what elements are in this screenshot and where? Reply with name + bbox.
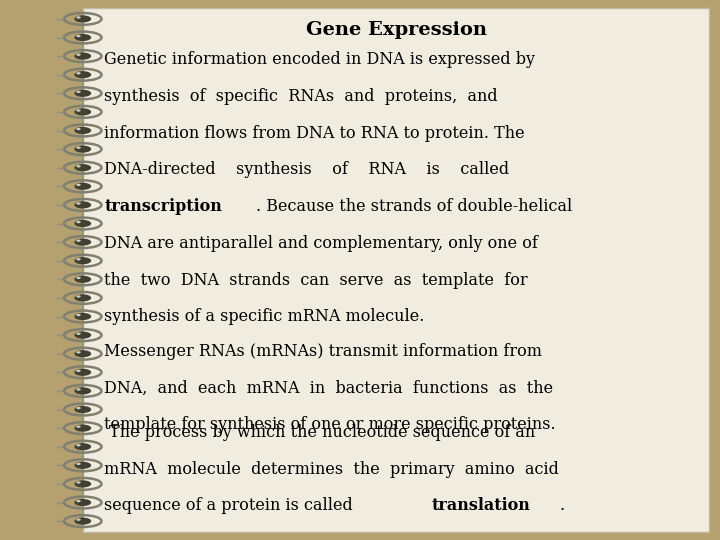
Ellipse shape — [76, 72, 81, 75]
Ellipse shape — [74, 481, 91, 488]
Ellipse shape — [76, 53, 81, 56]
Ellipse shape — [76, 202, 81, 205]
Ellipse shape — [76, 276, 81, 279]
Text: the  two  DNA  strands  can  serve  as  template  for: the two DNA strands can serve as templat… — [104, 272, 528, 288]
Text: transcription: transcription — [104, 198, 222, 215]
Ellipse shape — [76, 388, 81, 390]
Ellipse shape — [74, 462, 91, 469]
Ellipse shape — [76, 128, 81, 130]
Ellipse shape — [74, 52, 91, 59]
Text: template for synthesis of one or more specific proteins.: template for synthesis of one or more sp… — [104, 416, 556, 433]
Ellipse shape — [74, 499, 91, 506]
Ellipse shape — [76, 91, 81, 93]
Ellipse shape — [74, 220, 91, 227]
Ellipse shape — [76, 518, 81, 521]
Ellipse shape — [74, 350, 91, 357]
Ellipse shape — [74, 257, 91, 264]
Text: .: . — [559, 497, 564, 514]
Text: . Because the strands of double-helical: . Because the strands of double-helical — [256, 198, 572, 215]
Ellipse shape — [76, 481, 81, 484]
Ellipse shape — [74, 406, 91, 413]
Ellipse shape — [76, 500, 81, 502]
Text: The process by which the nucleotide sequence of an: The process by which the nucleotide sequ… — [104, 424, 536, 441]
Ellipse shape — [74, 183, 91, 190]
Ellipse shape — [76, 407, 81, 409]
Ellipse shape — [76, 239, 81, 242]
Text: synthesis  of  specific  RNAs  and  proteins,  and: synthesis of specific RNAs and proteins,… — [104, 88, 498, 105]
Ellipse shape — [74, 276, 91, 283]
Text: Gene Expression: Gene Expression — [305, 21, 487, 38]
Ellipse shape — [76, 258, 81, 260]
Ellipse shape — [76, 314, 81, 316]
Ellipse shape — [76, 370, 81, 372]
Ellipse shape — [74, 146, 91, 153]
Text: Genetic information encoded in DNA is expressed by: Genetic information encoded in DNA is ex… — [104, 51, 536, 68]
Ellipse shape — [76, 16, 81, 19]
Ellipse shape — [76, 165, 81, 167]
Ellipse shape — [76, 146, 81, 149]
Ellipse shape — [76, 351, 81, 354]
Text: synthesis of a specific mRNA molecule.: synthesis of a specific mRNA molecule. — [104, 308, 425, 325]
Ellipse shape — [76, 184, 81, 186]
Text: information flows from DNA to RNA to protein. The: information flows from DNA to RNA to pro… — [104, 125, 525, 141]
Ellipse shape — [74, 15, 91, 23]
Ellipse shape — [74, 517, 91, 525]
Ellipse shape — [74, 387, 91, 394]
Ellipse shape — [74, 239, 91, 246]
Ellipse shape — [74, 109, 91, 116]
Ellipse shape — [74, 424, 91, 431]
Ellipse shape — [76, 221, 81, 223]
Ellipse shape — [74, 369, 91, 376]
Ellipse shape — [74, 332, 91, 339]
Ellipse shape — [76, 35, 81, 37]
Text: sequence of a protein is called: sequence of a protein is called — [104, 497, 359, 514]
Ellipse shape — [74, 127, 91, 134]
Ellipse shape — [76, 426, 81, 428]
Ellipse shape — [74, 164, 91, 171]
Ellipse shape — [76, 333, 81, 335]
Text: DNA are antiparallel and complementary, only one of: DNA are antiparallel and complementary, … — [104, 235, 539, 252]
Text: mRNA  molecule  determines  the  primary  amino  acid: mRNA molecule determines the primary ami… — [104, 461, 559, 477]
Ellipse shape — [76, 295, 81, 298]
Text: DNA-directed    synthesis    of    RNA    is    called: DNA-directed synthesis of RNA is called — [104, 161, 510, 178]
FancyBboxPatch shape — [83, 8, 709, 532]
Text: translation: translation — [432, 497, 531, 514]
Ellipse shape — [74, 313, 91, 320]
Ellipse shape — [76, 444, 81, 447]
Text: DNA,  and  each  mRNA  in  bacteria  functions  as  the: DNA, and each mRNA in bacteria functions… — [104, 380, 554, 396]
Ellipse shape — [74, 90, 91, 97]
Text: Messenger RNAs (mRNAs) transmit information from: Messenger RNAs (mRNAs) transmit informat… — [104, 343, 542, 360]
Ellipse shape — [74, 201, 91, 208]
Ellipse shape — [74, 71, 91, 78]
Ellipse shape — [74, 294, 91, 301]
Ellipse shape — [76, 109, 81, 112]
Ellipse shape — [76, 463, 81, 465]
Ellipse shape — [74, 443, 91, 450]
Ellipse shape — [74, 34, 91, 41]
